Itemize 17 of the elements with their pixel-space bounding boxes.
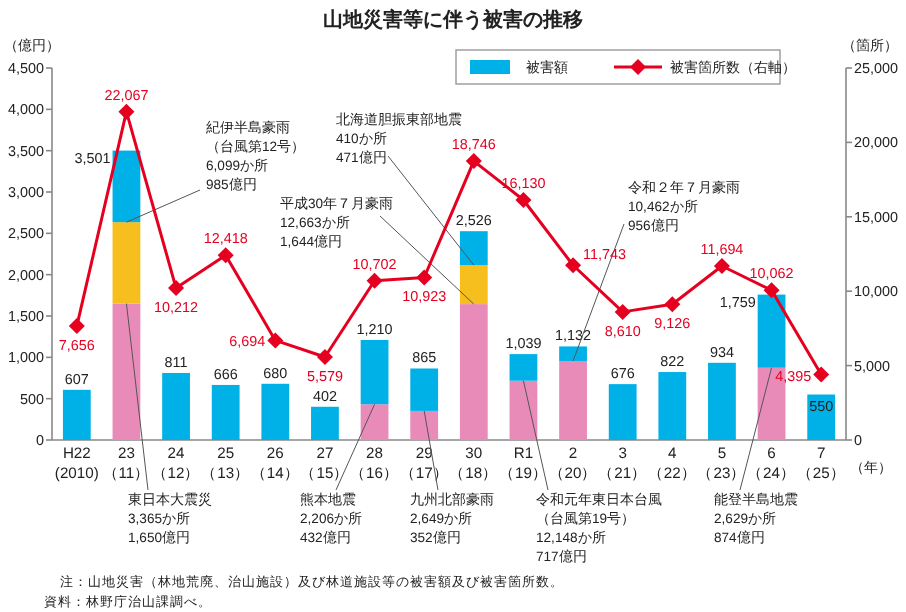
point <box>316 348 333 365</box>
point <box>664 296 681 313</box>
point <box>168 280 185 297</box>
point <box>366 272 383 289</box>
point <box>416 269 433 286</box>
point <box>763 282 780 299</box>
point <box>713 257 730 274</box>
point <box>515 191 532 208</box>
point <box>465 153 482 170</box>
title: 山地災害等に伴う被害の推移 <box>323 10 583 32</box>
point <box>68 318 85 335</box>
point <box>118 103 135 120</box>
point <box>614 303 631 320</box>
point <box>217 247 234 264</box>
point <box>813 366 830 383</box>
point <box>565 257 582 274</box>
point <box>267 332 284 349</box>
